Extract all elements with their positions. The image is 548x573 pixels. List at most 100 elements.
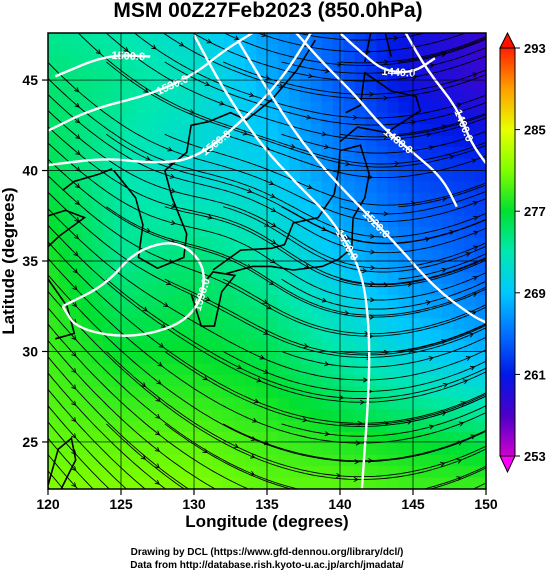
heat-cell <box>223 477 235 489</box>
heat-cell <box>179 67 191 80</box>
heat-cell <box>354 226 367 239</box>
heat-cell <box>332 443 345 456</box>
heat-cell <box>179 386 191 399</box>
heat-cell <box>80 112 93 125</box>
heat-cell <box>168 181 180 194</box>
heat-cell <box>212 124 224 137</box>
heat-cell <box>124 295 137 308</box>
heat-cell <box>135 340 148 353</box>
streamline-arrow <box>447 8 451 12</box>
heat-cell <box>464 124 476 137</box>
heat-cell <box>179 192 191 205</box>
streamline-arrow <box>306 114 312 120</box>
heat-cell <box>288 90 301 102</box>
heat-cell <box>277 295 290 308</box>
heat-cell <box>157 158 170 171</box>
heat-cell <box>212 55 224 68</box>
heat-cell <box>124 375 137 387</box>
heat-cell <box>80 432 93 444</box>
heat-cell <box>256 135 268 148</box>
heat-cell <box>48 272 60 285</box>
heat-cell <box>398 454 410 467</box>
heat-cell <box>157 33 170 45</box>
heat-cell <box>267 135 279 148</box>
heat-cell <box>146 340 159 353</box>
heat-cell <box>310 454 323 467</box>
heat-cell <box>256 283 268 296</box>
heat-cell <box>80 295 93 308</box>
heat-cell <box>212 340 224 353</box>
heat-cell <box>234 352 246 365</box>
heat-cell <box>376 101 389 114</box>
heat-cell <box>475 295 486 308</box>
heat-cell <box>69 147 82 159</box>
streamline <box>457 9 478 17</box>
heat-cell <box>420 375 432 387</box>
heat-cell <box>387 67 399 80</box>
heat-cell <box>80 192 93 205</box>
heat-cell <box>409 78 421 91</box>
heat-cell <box>102 215 115 228</box>
heat-cell <box>288 238 301 251</box>
heat-cell <box>288 33 301 45</box>
heat-cell <box>234 454 246 467</box>
heat-cell <box>212 192 224 205</box>
heat-cell <box>245 192 257 205</box>
heat-cell <box>223 340 235 353</box>
heat-cell <box>245 363 257 376</box>
heat-cell <box>475 363 486 376</box>
heat-cell <box>135 67 148 80</box>
heat-cell <box>223 101 235 114</box>
streamline <box>339 257 486 286</box>
heat-cell <box>310 272 323 285</box>
heat-cell <box>365 158 378 171</box>
heat-cell <box>234 443 246 456</box>
heat-cell <box>277 55 290 68</box>
heat-cell <box>321 363 334 376</box>
heat-cell <box>69 420 82 433</box>
heat-cell <box>376 443 389 456</box>
heat-cell <box>299 318 312 330</box>
heat-cell <box>354 272 367 285</box>
heat-cell <box>135 420 148 433</box>
streamline-arrow <box>170 220 177 226</box>
heat-cell <box>102 432 115 444</box>
heat-cell <box>146 44 159 57</box>
heat-cell <box>58 432 71 444</box>
heat-cell <box>256 215 268 228</box>
heat-cell <box>179 295 191 308</box>
heat-cell <box>365 340 378 353</box>
x-tick-label: 125 <box>109 496 133 512</box>
heat-cell <box>475 101 486 114</box>
heat-cell <box>420 147 432 159</box>
heat-cell <box>102 67 115 80</box>
heat-cell <box>80 78 93 91</box>
heat-cell <box>365 352 378 365</box>
heat-cell <box>234 33 246 45</box>
heat-cell <box>146 363 159 376</box>
streamline-arrow <box>270 207 277 212</box>
heat-cell <box>343 215 356 228</box>
heat-cell <box>398 158 410 171</box>
heat-cell <box>102 158 115 171</box>
heat-cell <box>245 443 257 456</box>
heat-cell <box>124 78 137 91</box>
heat-cell <box>376 67 389 80</box>
heat-cell <box>464 386 476 399</box>
heat-cell <box>201 454 213 467</box>
heat-cell <box>91 33 104 45</box>
heat-cell <box>179 352 191 365</box>
streamline-arrow <box>428 145 435 151</box>
heat-cell <box>288 55 301 68</box>
heat-cell <box>168 454 180 467</box>
heat-cell <box>201 432 213 444</box>
heat-cell <box>332 90 345 102</box>
heat-cell <box>310 215 323 228</box>
height-contour <box>339 33 436 74</box>
heat-cell <box>212 181 224 194</box>
heat-cell <box>69 272 82 285</box>
heat-cell <box>201 101 213 114</box>
heat-cell <box>113 112 126 125</box>
heat-cell <box>442 420 454 433</box>
heat-cell <box>48 443 60 456</box>
